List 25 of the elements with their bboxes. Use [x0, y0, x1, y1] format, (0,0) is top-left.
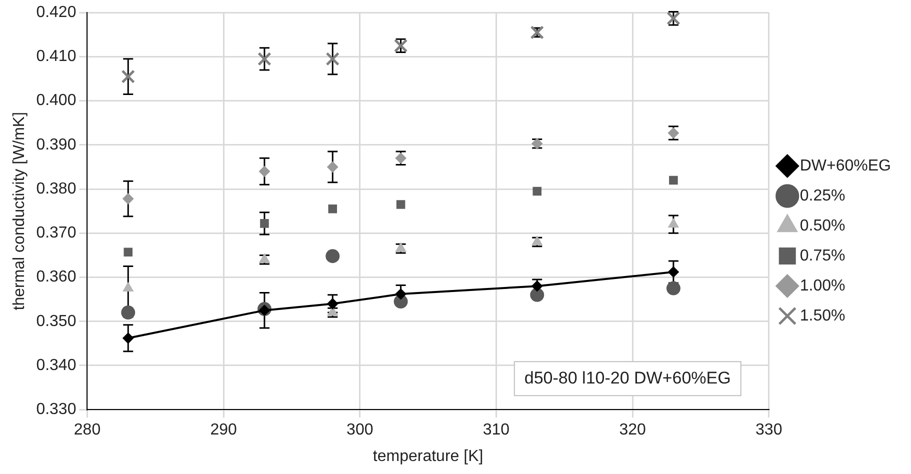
y-tick-label: 0.390 [36, 136, 76, 154]
y-tick-label: 0.330 [36, 401, 76, 418]
x-tick-label: 320 [619, 422, 646, 439]
x-axis-title: temperature [K] [372, 448, 484, 465]
x-tick-label: 290 [210, 422, 238, 439]
y-tick-label: 0.400 [36, 92, 76, 110]
y-tick-label: 0.360 [36, 268, 76, 286]
y-tick-label: 0.410 [36, 48, 76, 66]
legend-label: 0.50% [800, 217, 846, 234]
x-tick-label: 310 [482, 422, 510, 439]
y-tick-label: 0.420 [36, 4, 76, 22]
y-tick-label: 0.350 [36, 312, 76, 330]
legend-label: 0.75% [800, 247, 846, 264]
y-tick-label: 0.370 [36, 224, 76, 242]
annotation: d50-80 l10-20 DW+60%EG [524, 368, 731, 388]
x-tick-label: 300 [346, 422, 374, 439]
legend-label: DW+60%EG [800, 157, 891, 174]
legend-label: 0.25% [800, 187, 846, 204]
x-tick-label: 280 [74, 422, 101, 439]
legend-label: 1.00% [800, 277, 846, 294]
y-tick-label: 0.380 [36, 180, 76, 198]
x-tick-label: 330 [756, 422, 782, 439]
y-tick-label: 0.340 [36, 356, 76, 374]
legend-label: 1.50% [800, 307, 846, 324]
y-axis-title: thermal conductivity [W/mK] [11, 112, 28, 310]
